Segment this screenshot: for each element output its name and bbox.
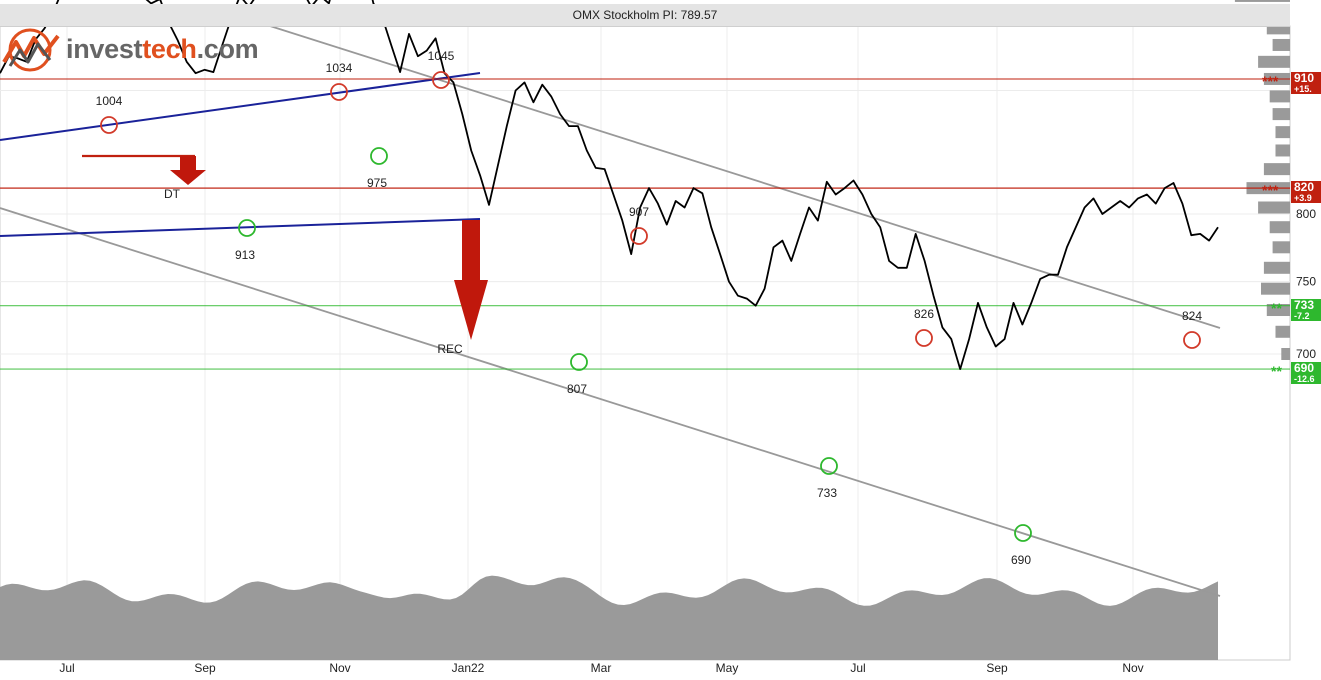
logo-text-accent: tech [142,34,197,64]
channel-upper-line [269,25,1221,329]
channel-lower-line [0,207,1221,597]
peak-marker [330,83,348,101]
trough-marker [238,219,256,237]
y-tick-label: 800 [1296,207,1316,221]
volume-profile-bar [1258,55,1290,68]
peak-label: 826 [914,307,934,321]
peak-label: 1034 [326,61,353,75]
x-tick-label: Nov [329,661,350,675]
y-tick-label: 750 [1296,275,1316,289]
trough-marker [820,457,838,475]
x-tick-label: Nov [1122,661,1143,675]
y-tick-label: 700 [1296,347,1316,361]
level-value: 910 [1294,71,1315,85]
level-strength-stars: *** [1262,72,1279,89]
peak-marker [432,71,450,89]
volume-profile-bar [1234,0,1290,2]
level-value: 733 [1294,298,1315,312]
chart-title: OMX Stockholm PI: 789.57 [0,4,1290,27]
level-tag-910: 910 +15. [1291,71,1321,94]
trough-marker [370,147,388,165]
x-tick-label: Mar [591,661,612,675]
rec-label: REC [437,342,463,356]
level-percent: +3.9 [1294,193,1312,204]
volume-profile-bar [1263,261,1290,274]
peak-label: 1004 [96,94,123,108]
volume-profile-bar [1275,325,1290,338]
trough-label: 690 [1011,553,1031,567]
level-strength-stars: ** [1271,363,1282,380]
level-tag-733: 733 -7.2 [1291,298,1321,321]
trough-label: 733 [817,486,837,500]
logo-text-suffix: .com [196,34,259,64]
logo-text: investtech.com [66,34,259,65]
peak-marker [630,227,648,245]
volume-profile-bar [1263,163,1290,176]
plot-area [0,25,1291,661]
trend-upper-line [0,72,481,141]
dt-arrow [170,156,206,185]
volume-area [0,575,1218,660]
level-percent: +15. [1294,83,1312,94]
volume-profile-bar [1272,241,1290,254]
price-line [0,0,1219,370]
level-value: 820 [1294,181,1315,195]
volume-profile-bar [1258,201,1290,214]
trough-marker [1014,524,1032,542]
level-value: 690 [1294,362,1315,376]
level-percent: -12.6 [1294,374,1315,385]
peak-marker [915,329,933,347]
x-tick-label: Jan22 [452,661,485,675]
investtech-logo-icon[interactable] [0,28,270,74]
level-tag-820: 820 +3.9 [1291,181,1321,204]
volume-profile-bar [1275,144,1290,157]
volume-profile-bar [1269,221,1290,234]
rec-arrow [454,220,488,340]
volume-profile-bar [1272,108,1290,121]
dt-label: DT [164,187,181,201]
volume-profile-bar [1272,38,1290,51]
volume-profile-bar [1266,304,1290,317]
trough-marker [570,353,588,371]
volume-profile-bar [1261,282,1290,295]
peak-label: 907 [629,205,649,219]
x-tick-label: Jul [850,661,865,675]
trough-label: 807 [567,382,587,396]
peak-label: 824 [1182,309,1202,323]
peak-label: 1045 [428,49,455,63]
level-percent: -7.2 [1294,310,1310,321]
trend-lower-line [0,218,481,237]
volume-profile-bar [1275,126,1290,139]
volume-profile-bar [1269,90,1290,103]
trough-label: 913 [235,248,255,262]
trough-label: 975 [367,176,387,190]
x-tick-label: May [716,661,739,675]
logo-text-main: invest [66,34,143,64]
x-tick-label: Sep [194,661,216,675]
level-strength-stars: *** [1262,182,1279,199]
peak-marker [1183,331,1201,349]
x-tick-label: Jul [59,661,74,675]
level-strength-stars: ** [1271,299,1282,316]
peak-marker [100,116,118,134]
x-tick-label: Sep [986,661,1008,675]
level-tag-690: 690 -12.6 [1291,362,1321,385]
volume-profile-bar [1281,348,1290,361]
